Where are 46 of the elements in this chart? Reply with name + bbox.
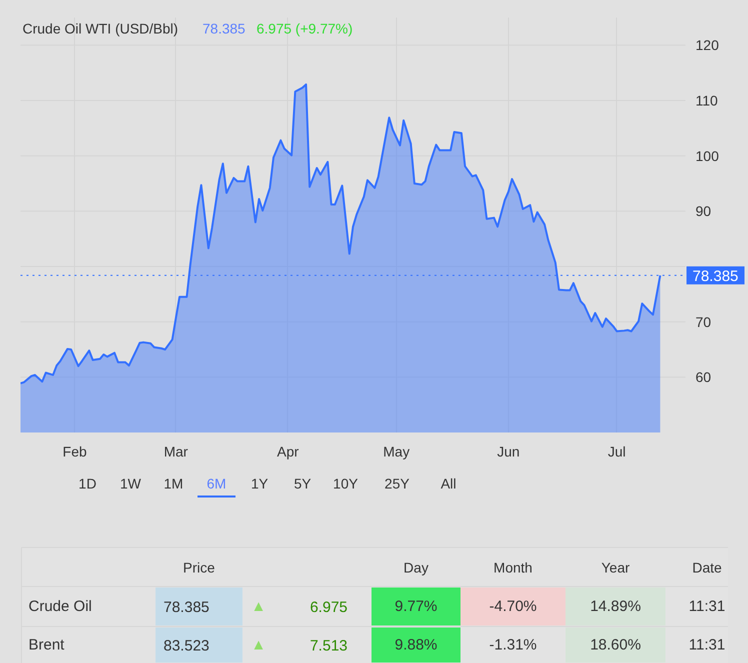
text: 7.513 — [310, 638, 348, 654]
text: ▲ — [251, 598, 266, 615]
annotation: 6.975 (+9.77%) — [256, 20, 353, 36]
text: 11:31 — [688, 636, 726, 654]
category-label: Date — [692, 560, 722, 576]
y-tick-label: 90 — [696, 203, 712, 220]
x-tick-label: Apr — [277, 444, 300, 460]
x-tick-label: Feb — [62, 444, 87, 460]
text: All — [440, 476, 456, 492]
x-tick-label: Jun — [497, 444, 520, 460]
text: 18.60% — [590, 636, 641, 654]
x-tick-label: Mar — [164, 444, 188, 460]
y-tick-label: 120 — [696, 37, 720, 54]
text: 6M — [206, 476, 226, 492]
text: 1W — [120, 476, 142, 492]
text: 9.77% — [394, 598, 438, 615]
text: -1.31% — [489, 636, 537, 654]
ref-line-label: 78.385 — [692, 268, 738, 285]
category-label: Day — [404, 560, 428, 576]
text: 78.385 — [164, 599, 210, 616]
text: 1Y — [250, 476, 269, 492]
text: 9.88% — [394, 636, 438, 654]
y-tick-label: 100 — [696, 148, 720, 164]
category-label: Crude Oil — [28, 598, 92, 615]
x-tick-label: Jul — [608, 444, 626, 460]
text: 6.975 — [310, 599, 348, 616]
text: 25Y — [384, 476, 410, 492]
text: 83.523 — [164, 638, 210, 654]
category-label: Month — [494, 560, 532, 576]
x-tick-label: May — [383, 444, 410, 460]
annotation: 78.385 — [202, 20, 246, 36]
category-label: Price — [183, 560, 216, 576]
text: 1D — [78, 476, 96, 492]
text: 5Y — [294, 476, 312, 492]
category-label: Brent — [28, 636, 64, 654]
text: 11:31 — [688, 598, 726, 615]
y-tick-label: 110 — [696, 92, 718, 108]
text: 1M — [164, 476, 184, 492]
text: 10Y — [333, 476, 359, 492]
text: ▲ — [251, 636, 266, 654]
chart-title: Crude Oil WTI (USD/Bbl) — [22, 20, 178, 36]
text: 14.89% — [590, 598, 641, 615]
category-label: Year — [601, 560, 630, 576]
y-tick-label: 60 — [696, 369, 712, 386]
y-tick-label: 70 — [696, 314, 712, 330]
text: -4.70% — [489, 598, 537, 615]
